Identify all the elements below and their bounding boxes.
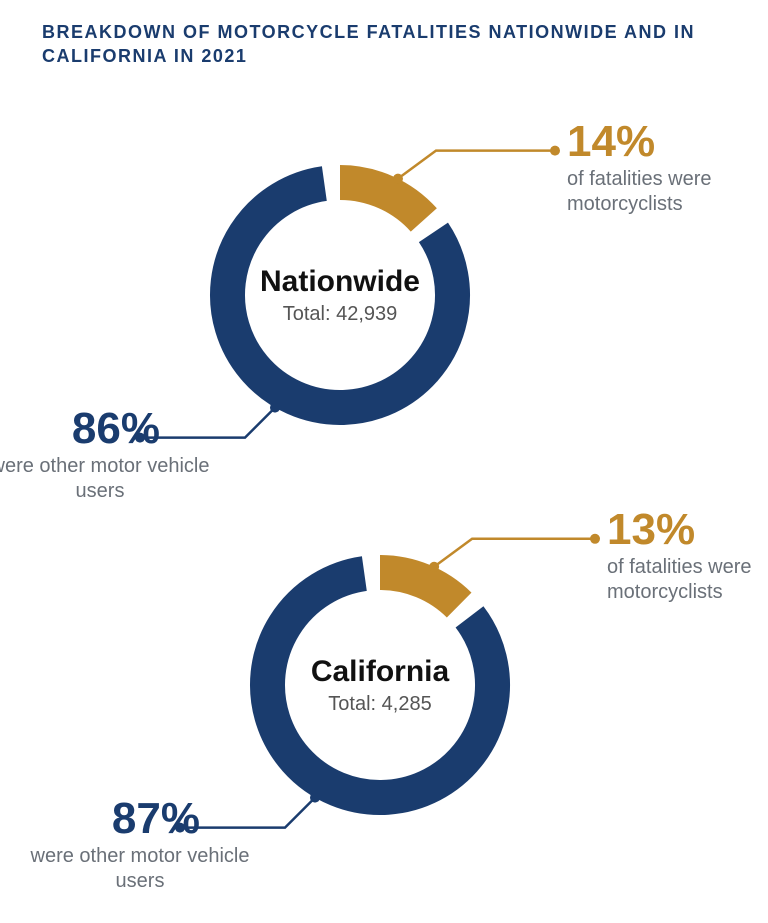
- pct-caption: were other motor vehicle users: [20, 844, 260, 894]
- donut-segment-other: [228, 184, 453, 408]
- donut-total: Total: 42,939: [245, 303, 435, 326]
- infographic-root: BREAKDOWN OF MOTORCYCLE FATALITIES NATIO…: [0, 0, 768, 923]
- donut-total: Total: 4,285: [285, 693, 475, 716]
- leader-dot: [270, 403, 280, 413]
- pct-label: 13%: [607, 505, 768, 555]
- callout-motorcyclists: 13%of fatalities were motorcyclists: [607, 505, 768, 605]
- pct-label: 87%: [20, 794, 260, 844]
- pct-caption: were other motor vehicle users: [0, 454, 220, 504]
- leader-line-gold: [434, 539, 595, 567]
- donut-center-label: California Total: 4,285: [285, 655, 475, 716]
- leader-dot: [590, 534, 600, 544]
- donut-segment-motorcyclists: [380, 573, 459, 606]
- callout-other: 87%were other motor vehicle users: [20, 794, 260, 894]
- donut-center-label: Nationwide Total: 42,939: [245, 265, 435, 326]
- pct-label: 14%: [567, 117, 768, 167]
- donut-segment-motorcyclists: [340, 183, 424, 220]
- pct-caption: of fatalities were motorcyclists: [607, 555, 768, 605]
- leader-dot: [550, 146, 560, 156]
- leader-dot: [429, 562, 439, 572]
- leader-dot: [310, 793, 320, 803]
- pct-label: 86%: [0, 404, 220, 454]
- leader-dot: [393, 174, 403, 184]
- donut-name: California: [285, 655, 475, 689]
- callout-other: 86%were other motor vehicle users: [0, 404, 220, 504]
- callout-motorcyclists: 14%of fatalities were motorcyclists: [567, 117, 768, 217]
- pct-caption: of fatalities were motorcyclists: [567, 167, 768, 217]
- leader-line-gold: [398, 151, 555, 179]
- donut-name: Nationwide: [245, 265, 435, 299]
- page-title: BREAKDOWN OF MOTORCYCLE FATALITIES NATIO…: [42, 20, 726, 69]
- donut-segment-other: [268, 574, 493, 798]
